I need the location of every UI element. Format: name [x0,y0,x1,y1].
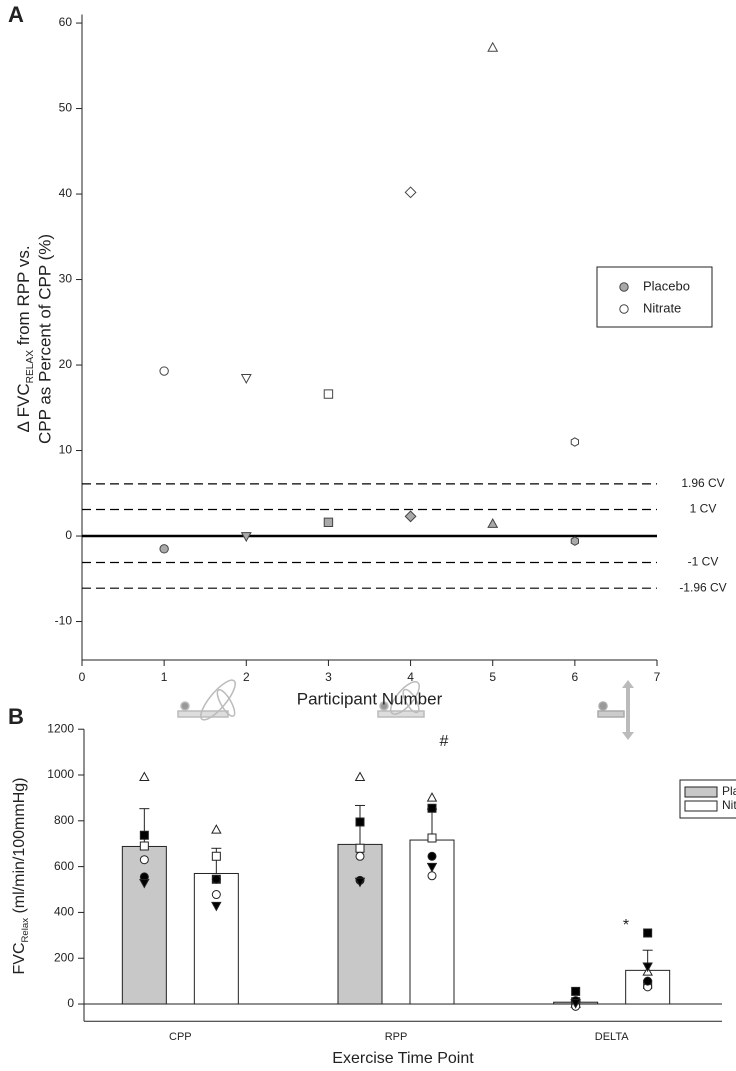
participant-point [570,999,581,1009]
y-axis-label: CPP as Percent of CPP (%) [35,234,54,444]
y-axis-label: FVCRelax (ml/min/100mmHg) [11,778,31,975]
y-tick-label: 600 [54,859,74,873]
data-point [240,532,252,543]
x-tick-label: 7 [654,670,661,684]
participant-point [139,771,150,781]
participant-point [354,771,366,781]
data-point [159,366,169,376]
legend-label: Placebo [643,278,690,293]
participant-point [139,841,149,851]
legend-marker [619,282,629,292]
data-point [159,544,169,554]
x-tick-label: 4 [407,670,414,684]
bar [337,843,383,1005]
participant-point [427,803,437,813]
y-label-sub: RELAX [25,350,36,384]
x-axis-label: Exercise Time Point [332,1050,474,1067]
significance-mark: # [440,733,449,750]
y-tick-label: 50 [59,101,73,115]
y-tick-label: -10 [55,614,73,628]
participant-point [355,817,365,827]
y-label-text: from RPP vs. [14,245,33,350]
data-point [487,41,499,52]
participant-point [139,830,149,840]
x-tick-label: 1 [161,670,168,684]
participant-point [426,792,438,802]
bar [121,845,167,1005]
x-tick-label: 5 [489,670,496,684]
significance-mark: * [623,917,629,934]
data-point [404,186,417,199]
participant-point [427,833,437,843]
legend-label: Nitrate [643,300,681,315]
legend-swatch [684,800,718,812]
data-point [240,374,252,384]
y-label-text: FVC [11,943,28,975]
y-tick-label: 800 [54,813,74,827]
x-tick-label: 0 [79,670,86,684]
y-axis-label: Δ FVCRELAX from RPP vs. [14,245,36,432]
cv-label: 1 CV [690,502,717,516]
y-label-sub: Relax [20,918,31,943]
y-tick-label: 60 [59,15,73,29]
panel-label: A [8,2,24,27]
data-point [570,437,579,447]
icon-rpp [377,681,425,718]
cv-label: -1 CV [688,555,719,569]
data-point [570,536,579,546]
legend-swatch [684,786,718,798]
x-tick-label: 3 [325,670,332,684]
participant-point [355,851,365,861]
participant-point [426,862,438,873]
participant-point [355,843,365,853]
data-point [323,517,334,528]
participant-point [211,890,221,900]
y-tick-label: 0 [67,996,74,1010]
data-point [487,517,499,528]
cv-label: -1.96 CV [679,580,726,594]
y-label-text: (ml/min/100mmHg) [11,778,28,918]
y-tick-label: 1000 [47,767,74,781]
data-point [404,510,417,523]
y-label-text: Δ FVC [14,383,33,432]
participant-point [139,855,149,865]
participant-point [211,824,222,834]
participant-point [211,901,222,912]
x-tick-label: 2 [243,670,250,684]
x-tick-label: 6 [572,670,579,684]
participant-point [427,851,437,861]
y-tick-label: 1200 [47,721,74,735]
y-tick-label: 10 [59,443,73,457]
y-tick-label: 400 [54,905,74,919]
y-tick-label: 40 [59,186,73,200]
x-tick-label: DELTA [595,1031,629,1043]
icon-delta [597,680,634,740]
participant-point [642,962,653,973]
participant-point [139,878,150,889]
legend-label: Nitrate [722,798,736,812]
y-tick-label: 20 [59,357,73,371]
legend-marker [619,304,629,314]
participant-point [643,976,653,986]
y-tick-label: 0 [65,528,72,542]
legend-box [679,779,736,819]
participant-point [427,871,437,881]
x-tick-label: RPP [385,1031,408,1043]
participant-point [211,874,221,884]
x-axis-label: Participant Number [297,689,443,708]
participant-point [571,986,581,996]
icon-cpp [177,679,236,721]
y-tick-label: 30 [59,272,73,286]
panel-label: B [8,704,24,729]
legend-label: Placebo [722,784,736,798]
data-point [323,389,334,399]
participant-point [643,928,653,938]
y-tick-label: 200 [54,950,74,964]
cv-label: 1.96 CV [681,476,724,490]
legend-box [596,266,713,328]
participant-point [354,877,366,888]
participant-point [211,851,221,861]
x-tick-label: CPP [169,1031,192,1043]
